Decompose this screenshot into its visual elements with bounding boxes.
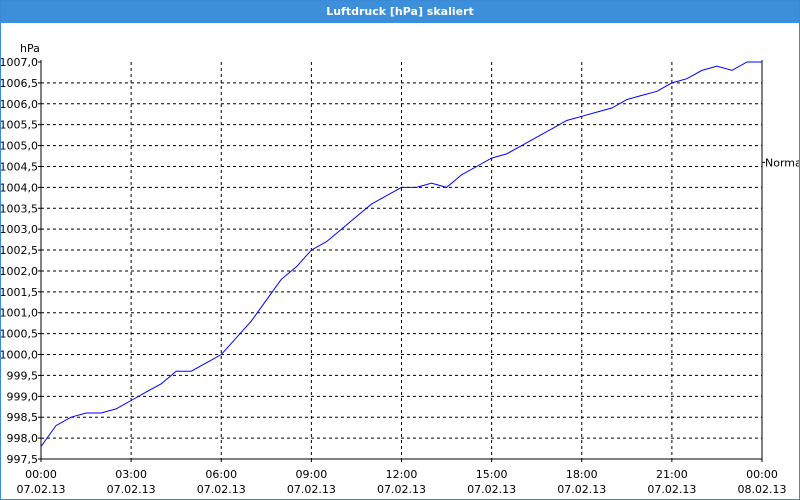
reference-label: Normal	[765, 156, 799, 169]
y-tick-label: 1000,0	[1, 349, 38, 362]
tick-labels: 1007,0 1006,5 1006,0 1005,5 1005,0 1004,5 1004…	[1, 42, 799, 496]
y-tick-label: 1005,0	[1, 140, 38, 153]
y-tick-label: 1001,5	[1, 286, 38, 299]
y-axis-unit-label: hPa	[20, 42, 40, 55]
x-tick-date-label: 07.02.13	[647, 483, 696, 496]
grid	[41, 62, 762, 459]
y-tick-label: 1007,0	[1, 56, 38, 69]
y-tick-label: 1004,5	[1, 160, 38, 173]
x-tick-time-label: 15:00	[476, 468, 508, 481]
y-tick-label: 1006,5	[1, 77, 38, 90]
axes	[38, 60, 765, 462]
x-tick-time-label: 12:00	[386, 468, 418, 481]
y-tick-label: 1002,0	[1, 265, 38, 278]
y-tick-label: 998,5	[7, 411, 39, 424]
x-tick-time-label: 21:00	[656, 468, 688, 481]
pressure-chart: 1007,0 1006,5 1006,0 1005,5 1005,0 1004,5 1004…	[1, 42, 799, 496]
x-tick-date-label: 07.02.13	[377, 483, 426, 496]
y-tick-label: 1006,0	[1, 98, 38, 111]
y-tick-label: 999,5	[7, 369, 39, 382]
window-title: Luftdruck [hPa] skaliert	[1, 1, 799, 23]
y-tick-label: 1001,0	[1, 307, 38, 320]
x-tick-date-label: 07.02.13	[107, 483, 156, 496]
y-tick-label: 1005,5	[1, 119, 38, 132]
series-layer	[40, 61, 762, 447]
y-tick-label: 998,0	[7, 432, 39, 445]
x-tick-time-label: 18:00	[566, 468, 598, 481]
y-tick-label: 999,0	[7, 390, 39, 403]
y-tick-label: 1004,0	[1, 181, 38, 194]
x-tick-date-label: 07.02.13	[467, 483, 516, 496]
x-tick-date-label: 08.02.13	[738, 483, 787, 496]
x-tick-date-label: 07.02.13	[17, 483, 66, 496]
x-tick-date-label: 07.02.13	[197, 483, 246, 496]
y-tick-label: 997,5	[7, 453, 39, 466]
x-tick-time-label: 00:00	[25, 468, 57, 481]
x-tick-time-label: 09:00	[296, 468, 328, 481]
x-tick-date-label: 07.02.13	[557, 483, 606, 496]
y-tick-label: 1002,5	[1, 244, 38, 257]
x-tick-time-label: 03:00	[115, 468, 147, 481]
y-tick-label: 1003,0	[1, 223, 38, 236]
x-tick-time-label: 00:00	[746, 468, 778, 481]
x-tick-time-label: 06:00	[205, 468, 237, 481]
y-tick-label: 1003,5	[1, 202, 38, 215]
pressure-series-line	[40, 61, 762, 447]
x-tick-date-label: 07.02.13	[287, 483, 336, 496]
y-tick-label: 1000,5	[1, 328, 38, 341]
